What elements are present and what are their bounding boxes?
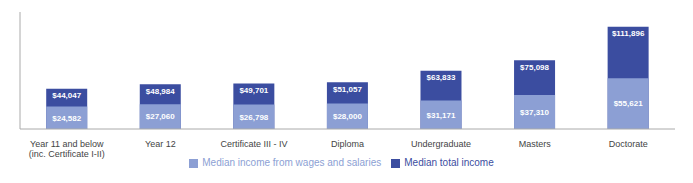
svg-text:$48,984: $48,984 bbox=[146, 87, 175, 96]
svg-text:$26,798: $26,798 bbox=[239, 113, 268, 122]
svg-text:$28,000: $28,000 bbox=[333, 112, 362, 121]
svg-text:Certificate III - IV: Certificate III - IV bbox=[220, 139, 287, 149]
svg-text:$63,833: $63,833 bbox=[427, 73, 456, 82]
svg-text:Doctorate: Doctorate bbox=[609, 139, 648, 149]
svg-text:Diploma: Diploma bbox=[331, 139, 364, 149]
html-text:Median income from wages and s: Median income from wages and salaries bbox=[202, 157, 382, 168]
svg-text:$27,060: $27,060 bbox=[146, 112, 175, 121]
svg-text:$31,171: $31,171 bbox=[427, 111, 456, 120]
svg-text:$44,047: $44,047 bbox=[52, 91, 81, 100]
svg-text:Year 11 and below(inc. Certifi: Year 11 and below(inc. Certificate I-II) bbox=[29, 139, 105, 159]
html-text:Median total income: Median total income bbox=[404, 157, 494, 168]
svg-text:$24,582: $24,582 bbox=[52, 114, 81, 123]
svg-text:$51,057: $51,057 bbox=[333, 85, 362, 94]
svg-text:Masters: Masters bbox=[519, 139, 552, 149]
svg-text:Undergraduate: Undergraduate bbox=[411, 139, 471, 149]
svg-text:$111,896: $111,896 bbox=[612, 29, 645, 38]
svg-text:$49,701: $49,701 bbox=[239, 86, 268, 95]
svg-text:$37,310: $37,310 bbox=[520, 108, 549, 117]
svg-text:Year 12: Year 12 bbox=[145, 139, 176, 149]
svg-text:$55,621: $55,621 bbox=[614, 99, 643, 108]
svg-text:$75,098: $75,098 bbox=[520, 63, 549, 72]
